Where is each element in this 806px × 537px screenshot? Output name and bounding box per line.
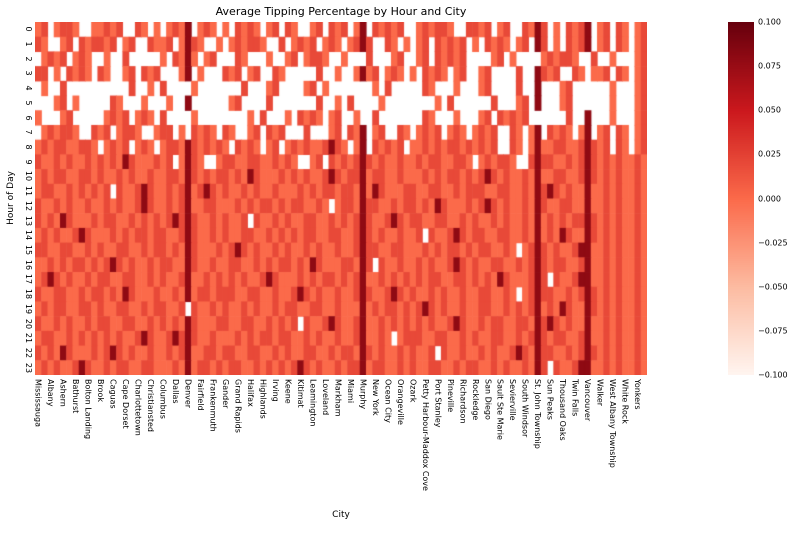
colorbar-tick-label: −0.050: [758, 282, 788, 292]
x-tick-label: Brook: [96, 379, 106, 403]
y-tick-label: 5: [24, 100, 33, 106]
x-tick-label: Port Stanley: [433, 379, 443, 428]
y-tick-label: 19: [24, 303, 33, 314]
x-tick-label: Dallas: [171, 379, 180, 404]
y-tick-label: 0: [24, 26, 33, 32]
colorbar-tick-label: −0.025: [758, 238, 788, 248]
y-tick-label: 4: [24, 85, 33, 91]
colorbar-tick-label: 0.050: [758, 105, 781, 115]
x-tick-label: Kitimat: [295, 379, 305, 408]
colorbar-tick-label: 0.000: [758, 194, 781, 203]
colorbar: [728, 22, 754, 375]
x-tick-label: Sevierville: [508, 379, 518, 421]
x-tick-label: Sault Ste Marie: [495, 379, 505, 440]
x-axis-title: City: [332, 510, 350, 520]
y-tick-label: 15: [24, 244, 33, 256]
x-tick-label: Bathurst: [71, 379, 81, 414]
x-tick-label: Vancouver: [583, 379, 593, 422]
colorbar-tick-label: 0.025: [758, 149, 781, 159]
y-axis-title: Hour of Day: [6, 171, 16, 225]
x-tick-label: San Diego: [483, 379, 493, 420]
x-tick-label: St. John Township: [533, 379, 543, 449]
x-tick-label: New York: [370, 379, 380, 416]
colorbar-tick-label: −0.075: [758, 326, 788, 336]
x-tick-label: Halifax: [245, 379, 255, 407]
x-tick-label: Albany: [46, 379, 56, 407]
y-tick-label: 8: [24, 144, 33, 150]
y-tick-label: 9: [24, 159, 33, 165]
x-tick-label: Christiansted: [146, 379, 156, 432]
x-tick-label: Thousand Oaks: [558, 379, 568, 441]
x-tick-label: Caguas: [108, 379, 118, 409]
y-tick-label: 11: [24, 186, 33, 197]
x-tick-label: Twin Falls: [570, 379, 580, 417]
y-tick-label: 17: [24, 274, 33, 285]
y-tick-label: 20: [24, 318, 33, 329]
y-tick-label: 14: [24, 230, 33, 241]
colorbar-tick-label: 0.100: [758, 17, 781, 27]
y-tick-label: 10: [24, 171, 33, 182]
y-tick-label: 23: [24, 362, 33, 373]
x-tick-label: Yonkers: [633, 379, 643, 410]
y-tick-label: 1: [24, 41, 33, 47]
x-tick-label: Ocean City: [383, 379, 393, 423]
y-tick-label: 2: [24, 56, 33, 62]
colorbar-tick-label: −0.100: [758, 370, 788, 380]
x-tick-label: Ozark: [408, 379, 418, 403]
x-tick-label: White Rock: [620, 379, 630, 424]
y-tick-label: 7: [24, 129, 33, 135]
x-tick-label: Leamington: [308, 379, 318, 427]
x-tick-label: Petty Harbour-Maddox Cove: [420, 379, 430, 491]
x-tick-label: Walker: [595, 379, 605, 407]
y-tick-label: 13: [24, 215, 33, 226]
x-tick-label: Grand Rapids: [233, 379, 243, 433]
x-tick-label: Gander: [220, 379, 230, 409]
x-tick-label: Irving: [270, 379, 280, 402]
x-tick-label: Markham: [333, 379, 343, 417]
heatmap-canvas: [35, 22, 647, 375]
x-tick-label: Richardson: [458, 379, 468, 424]
x-tick-label: Cape Dorset: [121, 379, 131, 429]
x-tick-label: Bolton Landing: [83, 379, 93, 440]
x-tick-label: Keene: [283, 379, 293, 404]
y-tick-label: 3: [24, 70, 33, 77]
y-tick-label: 6: [24, 115, 33, 121]
x-tick-label: Murphy: [358, 379, 368, 410]
chart-title: Average Tipping Percentage by Hour and C…: [215, 5, 467, 18]
x-tick-label: Columbus: [158, 379, 168, 419]
y-tick-label: 18: [24, 289, 33, 300]
x-tick-label: South Windsor: [520, 379, 530, 438]
x-tick-label: Mississauga: [33, 379, 43, 427]
x-tick-label: Frankenmuth: [208, 379, 218, 432]
x-tick-label: Orangeville: [395, 379, 405, 425]
x-tick-label: Loveland: [320, 379, 330, 416]
x-tick-label: West Albany Township: [608, 379, 618, 468]
y-tick-label: 12: [24, 200, 33, 211]
x-tick-label: Miami: [345, 379, 355, 404]
x-tick-label: Charlottetown: [133, 379, 143, 436]
x-tick-label: Pineville: [445, 379, 455, 413]
x-tick-label: Ashern: [58, 379, 68, 407]
x-tick-label: Rockledge: [470, 379, 480, 421]
y-tick-label: 21: [24, 333, 33, 344]
x-tick-label: Fairfield: [195, 379, 205, 411]
x-tick-label: Sun Peaks: [545, 379, 555, 420]
y-tick-label: 16: [24, 259, 33, 270]
colorbar-tick-label: 0.075: [758, 61, 781, 71]
x-tick-label: Denver: [183, 379, 193, 409]
y-tick-label: 22: [24, 347, 33, 359]
x-tick-label: Highlands: [258, 379, 268, 419]
